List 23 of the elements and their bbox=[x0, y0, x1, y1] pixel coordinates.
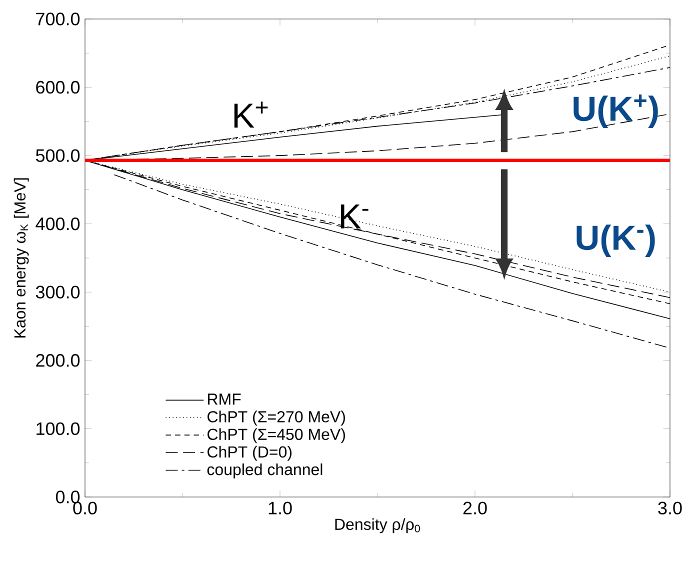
y-tick-label: 200.0 bbox=[36, 354, 80, 367]
y-tick-label: 600.0 bbox=[36, 80, 80, 94]
annotation: U(K$^{+}$) bbox=[574, 94, 658, 128]
x-tick-label: 0.0 bbox=[73, 502, 97, 514]
x-tick-label: 3.0 bbox=[658, 502, 682, 514]
legend-label: ChPT (Σ=270 MeV) bbox=[208, 410, 345, 426]
x-axis-title: Density ρ/ρ$_{0}$ bbox=[335, 518, 420, 534]
y-tick-label: 400.0 bbox=[36, 217, 80, 230]
y-tick-label: 300.0 bbox=[36, 286, 80, 298]
y-tick-label: 0.0 bbox=[56, 490, 80, 504]
y-tick-label: 500.0 bbox=[36, 149, 80, 162]
annotation: U(K$^{-}$) bbox=[576, 224, 655, 257]
legend-label: RMF bbox=[208, 394, 241, 405]
y-tick-label: 100.0 bbox=[36, 422, 80, 436]
y-axis-title: Kaon energy ω$_{K}$ [MeV] bbox=[14, 178, 29, 338]
legend-label: ChPT (D=0) bbox=[208, 446, 292, 461]
legend-label: ChPT (Σ=450 MeV) bbox=[208, 428, 345, 444]
annotation: K$^{+}$ bbox=[234, 102, 268, 128]
y-tick-label: 700.0 bbox=[36, 12, 80, 26]
annotation: K$^{-}$ bbox=[341, 204, 368, 228]
x-tick-label: 1.0 bbox=[268, 502, 292, 514]
legend-label: coupled channel bbox=[207, 463, 322, 478]
x-tick-label: 2.0 bbox=[463, 502, 487, 514]
